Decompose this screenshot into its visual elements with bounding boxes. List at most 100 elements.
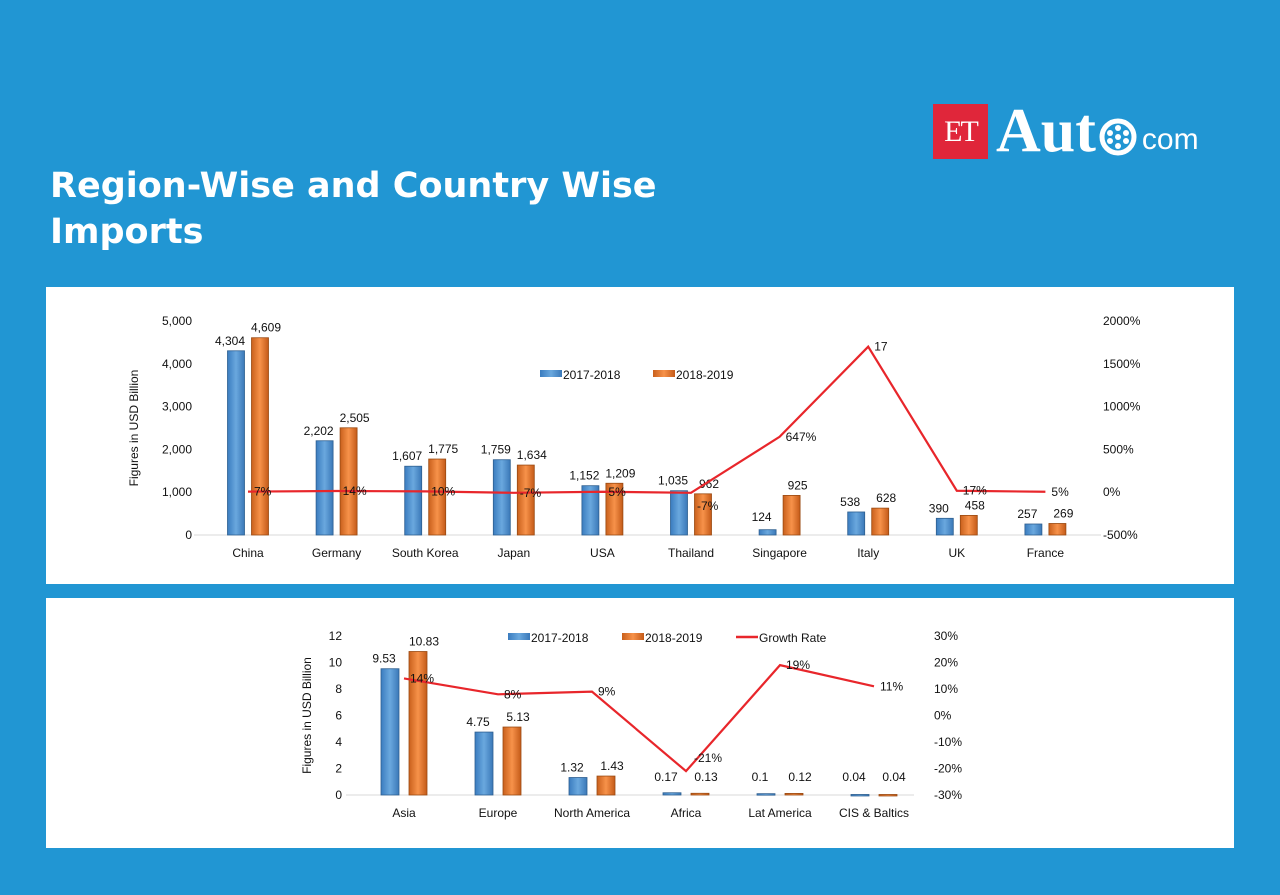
- bar-2018-2019: [596, 775, 616, 796]
- category-label: France: [1027, 546, 1065, 560]
- bar-value-label: 1,152: [569, 469, 599, 483]
- bar-value-label: 0.12: [788, 770, 812, 784]
- bar-2018-2019: [1048, 523, 1067, 536]
- bar-2017-2018: [850, 794, 870, 797]
- bar-value-label: 0.04: [842, 770, 866, 784]
- y2-tick-label: 20%: [934, 656, 958, 670]
- y-tick-label: 8: [335, 682, 342, 696]
- legend-swatch-2018-2019: [622, 633, 644, 640]
- bar-2018-2019: [428, 458, 447, 536]
- growth-rate-line: [403, 663, 875, 773]
- logo-auto-text: Aut: [996, 97, 1096, 165]
- y-tick-label: 4: [335, 735, 342, 749]
- bar-value-label: 10.83: [409, 635, 439, 649]
- growth-rate-line: [247, 344, 1046, 494]
- legend-label: 2017-2018: [531, 631, 589, 645]
- growth-rate-label: 14%: [410, 671, 434, 685]
- y-tick-label: 3,000: [162, 400, 192, 414]
- country-chart-panel: 0 1,000 2,000 3,000 4,000 5,000 -500% 0% 500% 100…: [46, 287, 1234, 584]
- bar-2017-2018: [756, 793, 776, 796]
- legend-swatch-2018-2019: [653, 370, 675, 377]
- y-tick-label: 6: [335, 709, 342, 723]
- bar-value-label: 1.43: [600, 759, 624, 773]
- y2-tick-label: 2000%: [1103, 314, 1141, 328]
- bar-2018-2019: [784, 793, 804, 796]
- growth-rate-label: 5%: [1051, 485, 1069, 499]
- y-tick-label: 2: [335, 762, 342, 776]
- y-axis-label: Figures in USD Billion: [300, 657, 314, 774]
- growth-rate-label: 17%: [963, 484, 987, 498]
- growth-rate-label: -7%: [697, 499, 719, 513]
- y2-tick-label: 10%: [934, 682, 958, 696]
- bar-2018-2019: [871, 507, 890, 536]
- category-label: China: [232, 546, 264, 560]
- growth-rate-label: 10%: [431, 484, 455, 498]
- bar-2017-2018: [847, 511, 866, 536]
- category-label: Germany: [312, 546, 361, 560]
- bar-2018-2019: [251, 337, 269, 536]
- bar-2017-2018: [581, 485, 600, 536]
- bar-value-label: 2,202: [304, 424, 334, 438]
- bar-2018-2019: [690, 792, 710, 796]
- category-label: North America: [554, 806, 630, 820]
- y-axis-label: Figures in USD Billion: [127, 370, 141, 487]
- bar-2018-2019: [516, 464, 535, 536]
- bar-value-label: 269: [1053, 506, 1073, 520]
- bar-value-label: 124: [752, 510, 772, 524]
- y-tick-label: 5,000: [162, 314, 192, 328]
- bar-value-label: 1,775: [428, 442, 458, 456]
- category-label: South Korea: [392, 546, 459, 560]
- bar-2017-2018: [662, 792, 682, 796]
- logo-com-text: com: [1141, 123, 1199, 156]
- growth-rate-label: 647%: [786, 430, 817, 444]
- y-tick-label: 10: [329, 656, 343, 670]
- growth-rate-label: 5%: [608, 485, 626, 499]
- category-label: Asia: [392, 806, 416, 820]
- growth-rate-label: -21%: [694, 751, 722, 765]
- growth-rate-label: 9%: [598, 685, 616, 699]
- logo-et-box: ET: [933, 104, 988, 159]
- bar-value-label: 962: [699, 477, 719, 491]
- bar-value-label: 1,634: [517, 448, 547, 462]
- region-imports-chart: 0 2 4 6 8 10 12 -30% -20% -10% 0% 10% 20% 30% Figures …: [300, 629, 962, 820]
- bar-value-label: 4,609: [251, 321, 281, 335]
- y2-tick-label: 30%: [934, 629, 958, 643]
- y-tick-label: 12: [329, 629, 343, 643]
- y2-tick-label: -30%: [934, 788, 962, 802]
- legend-label: Growth Rate: [759, 631, 827, 645]
- category-label: Africa: [671, 806, 702, 820]
- category-label: Europe: [479, 806, 518, 820]
- bar-2017-2018: [380, 668, 400, 796]
- bar-value-label: 0.13: [694, 770, 718, 784]
- bar-value-label: 5.13: [506, 710, 530, 724]
- y-tick-label: 1,000: [162, 485, 192, 499]
- bar-value-label: 257: [1017, 507, 1037, 521]
- category-label: Japan: [497, 546, 530, 560]
- growth-rate-label: -7%: [520, 486, 542, 500]
- bar-2017-2018: [670, 490, 688, 536]
- growth-rate-label: 14%: [343, 484, 367, 498]
- bar-2018-2019: [959, 514, 978, 536]
- growth-rate-label: 17: [874, 340, 888, 354]
- category-label: USA: [590, 546, 615, 560]
- y2-tick-label: -500%: [1103, 528, 1138, 542]
- growth-rate-label: 7%: [254, 485, 272, 499]
- bar-2017-2018: [1024, 523, 1043, 536]
- category-label: Italy: [857, 546, 879, 560]
- bar-2017-2018: [404, 465, 423, 536]
- legend-swatch-2017-2018: [508, 633, 530, 640]
- bar-2017-2018: [492, 459, 511, 536]
- y2-tick-label: 0%: [1103, 485, 1121, 499]
- bar-2018-2019: [408, 651, 428, 796]
- y2-tick-label: -20%: [934, 762, 962, 776]
- legend-swatch-2017-2018: [540, 370, 562, 377]
- legend-label: 2018-2019: [645, 631, 703, 645]
- bar-value-label: 0.1: [752, 770, 769, 784]
- bar-value-label: 1,209: [605, 466, 635, 480]
- title-line-2: Imports: [50, 212, 204, 252]
- bar-2018-2019: [694, 493, 712, 536]
- bar-value-label: 1,759: [481, 443, 511, 457]
- category-label: Thailand: [668, 546, 714, 560]
- bar-2018-2019: [339, 427, 358, 536]
- y-tick-label: 0: [335, 788, 342, 802]
